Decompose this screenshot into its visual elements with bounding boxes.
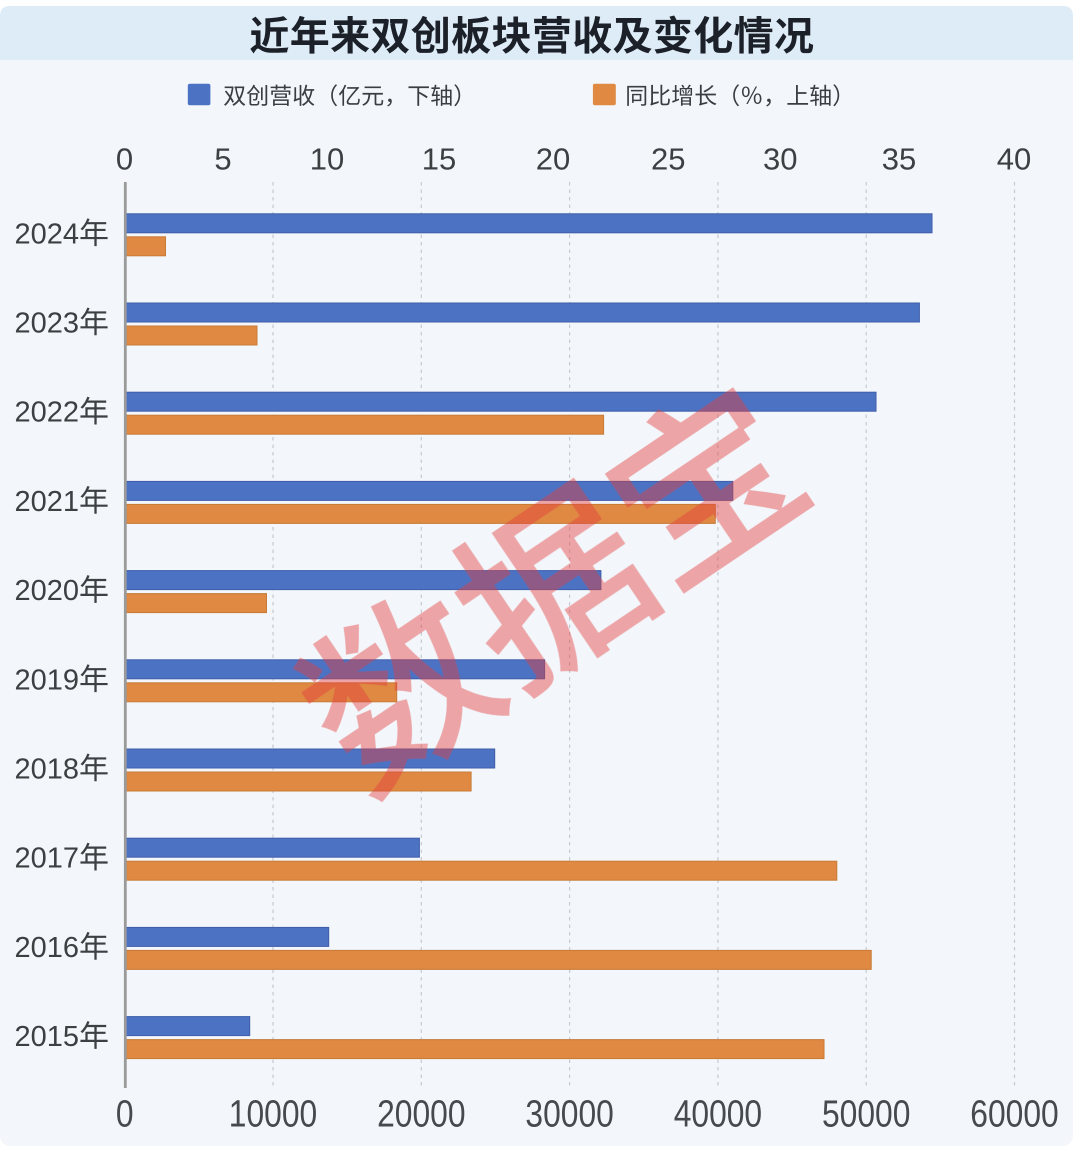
svg-text:2019: 2019 bbox=[14, 664, 79, 696]
svg-text:5: 5 bbox=[214, 142, 231, 177]
svg-text:0: 0 bbox=[116, 1093, 134, 1135]
svg-text:15: 15 bbox=[422, 142, 456, 177]
svg-text:2017: 2017 bbox=[14, 843, 79, 875]
svg-text:2024: 2024 bbox=[14, 218, 79, 250]
svg-text:2023: 2023 bbox=[14, 308, 79, 340]
svg-text:25: 25 bbox=[651, 142, 685, 177]
svg-text:20000: 20000 bbox=[377, 1093, 465, 1135]
svg-text:35: 35 bbox=[882, 142, 916, 177]
svg-text:2022: 2022 bbox=[14, 397, 79, 429]
svg-text:30000: 30000 bbox=[525, 1093, 613, 1135]
svg-text:40: 40 bbox=[997, 142, 1031, 177]
svg-text:2018: 2018 bbox=[14, 754, 79, 786]
svg-text:2016: 2016 bbox=[14, 932, 79, 964]
svg-text:2020: 2020 bbox=[14, 575, 79, 607]
svg-text:10000: 10000 bbox=[229, 1093, 317, 1135]
svg-text:30: 30 bbox=[763, 142, 797, 177]
svg-text:40000: 40000 bbox=[674, 1093, 762, 1135]
svg-text:2021: 2021 bbox=[14, 486, 79, 518]
svg-text:0: 0 bbox=[116, 142, 133, 177]
svg-text:20: 20 bbox=[536, 142, 570, 177]
svg-text:50000: 50000 bbox=[822, 1093, 910, 1135]
svg-text:10: 10 bbox=[310, 142, 344, 177]
svg-text:2015: 2015 bbox=[14, 1021, 79, 1053]
svg-text:60000: 60000 bbox=[970, 1093, 1058, 1135]
